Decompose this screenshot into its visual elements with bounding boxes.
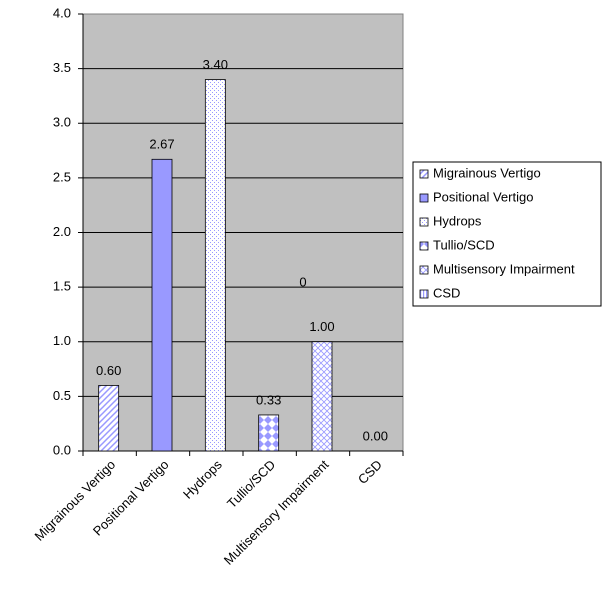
legend-label: Positional Vertigo bbox=[433, 189, 533, 204]
legend-label: CSD bbox=[433, 285, 460, 300]
y-tick-label: 3.5 bbox=[53, 60, 71, 75]
legend-swatch bbox=[419, 193, 429, 203]
legend-label: Migrainous Vertigo bbox=[433, 165, 541, 180]
bar bbox=[98, 385, 120, 452]
y-tick-label: 4.0 bbox=[53, 5, 71, 20]
legend-label: Hydrops bbox=[433, 213, 482, 228]
legend-label: Multisensory Impairment bbox=[433, 261, 575, 276]
x-tick-label: CSD bbox=[355, 457, 385, 487]
legend-swatch bbox=[419, 289, 429, 299]
value-label: 1.00 bbox=[309, 319, 334, 334]
bar bbox=[151, 158, 173, 452]
annotation: 0 bbox=[299, 274, 306, 289]
value-label: 2.67 bbox=[149, 137, 174, 152]
x-tick-label: Tullio/SCD bbox=[224, 457, 278, 511]
legend-swatch bbox=[419, 217, 429, 227]
value-label: 0.33 bbox=[256, 392, 281, 407]
y-tick-label: 0.0 bbox=[53, 442, 71, 457]
y-tick-label: 1.5 bbox=[53, 279, 71, 294]
legend-swatch bbox=[419, 169, 429, 179]
bar bbox=[204, 79, 226, 452]
legend-swatch bbox=[419, 265, 429, 275]
legend-label: Tullio/SCD bbox=[433, 237, 495, 252]
legend bbox=[412, 161, 602, 307]
value-label: 0.60 bbox=[96, 363, 121, 378]
y-tick-label: 2.0 bbox=[53, 224, 71, 239]
value-label: 0.00 bbox=[363, 428, 388, 443]
value-label: 3.40 bbox=[203, 57, 228, 72]
x-tick-label: Multisensory Impairment bbox=[221, 457, 332, 568]
bar bbox=[311, 341, 333, 452]
y-tick-label: 2.5 bbox=[53, 169, 71, 184]
y-tick-label: 1.0 bbox=[53, 333, 71, 348]
x-tick-label: Hydrops bbox=[180, 457, 225, 502]
y-tick-label: 3.0 bbox=[53, 115, 71, 130]
bar bbox=[258, 414, 280, 452]
y-tick-label: 0.5 bbox=[53, 388, 71, 403]
legend-swatch bbox=[419, 241, 429, 251]
